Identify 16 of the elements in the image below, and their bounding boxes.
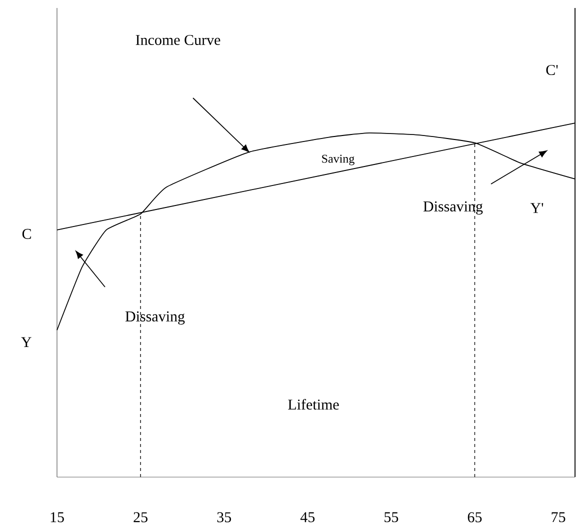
annotation: Dissaving (125, 311, 185, 325)
x-tick-label: 35 (217, 512, 232, 522)
x-tick-label: 55 (384, 512, 398, 522)
x-tick-label: 25 (134, 512, 148, 522)
x-tick-label: 15 (50, 512, 64, 522)
x-axis-title: Lifetime (288, 398, 339, 410)
text: Income Curve (136, 34, 220, 46)
x-tick-label: 65 (468, 512, 482, 522)
annotation: Y' (530, 203, 544, 213)
text: C' (546, 64, 558, 76)
series-label: Y (21, 337, 32, 348)
annotation: Saving (322, 154, 354, 166)
annotation: Dissaving (423, 201, 483, 215)
series-label: C (22, 228, 31, 239)
x-tick-label: 75 (552, 512, 566, 522)
x-tick-label: 45 (300, 512, 315, 522)
